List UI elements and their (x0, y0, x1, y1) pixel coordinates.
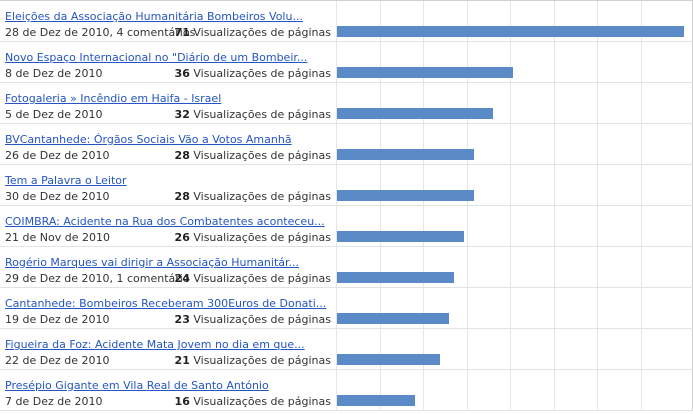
post-title-link[interactable]: Fotogaleria » Incêndio em Haifa - Israel (5, 92, 222, 105)
post-title-link[interactable]: Rogério Marques vai dirigir a Associação… (5, 256, 300, 269)
pageview-number: 28 (174, 149, 190, 162)
post-meta: 22 de Dez de 2010 (5, 354, 110, 367)
pageview-count: 36 Visualizações de páginas (150, 67, 331, 80)
post-row: Figueira da Foz: Acidente Mata Jovem no … (0, 329, 693, 370)
pageview-label: Visualizações de páginas (193, 395, 331, 408)
post-title-link[interactable]: Cantanhede: Bombeiros Receberam 300Euros… (5, 297, 327, 310)
pageview-bar (337, 67, 513, 78)
post-meta: 8 de Dez de 2010 (5, 67, 103, 80)
grid-line (336, 1, 337, 411)
pageview-number: 21 (174, 354, 190, 367)
post-title-link[interactable]: Eleições da Associação Humanitária Bombe… (5, 10, 303, 23)
grid-line (597, 1, 598, 411)
post-meta: 28 de Dez de 2010, 4 comentários (5, 26, 196, 39)
post-meta: 7 de Dez de 2010 (5, 395, 103, 408)
pageview-count: 21 Visualizações de páginas (150, 354, 331, 367)
pageview-bar (337, 354, 440, 365)
pageview-label: Visualizações de páginas (193, 67, 331, 80)
post-row: Fotogaleria » Incêndio em Haifa - Israel… (0, 83, 693, 124)
pageview-count: 24 Visualizações de páginas (150, 272, 331, 285)
post-row: Presépio Gigante em Vila Real de Santo A… (0, 370, 693, 411)
pageview-bar (337, 395, 415, 406)
pageview-number: 16 (174, 395, 190, 408)
pageview-count: 26 Visualizações de páginas (150, 231, 331, 244)
post-row: Cantanhede: Bombeiros Receberam 300Euros… (0, 288, 693, 329)
grid-line (554, 1, 555, 411)
pageview-label: Visualizações de páginas (193, 354, 331, 367)
post-row: Rogério Marques vai dirigir a Associação… (0, 247, 693, 288)
post-meta: 29 de Dez de 2010, 1 comentário (5, 272, 190, 285)
pageview-label: Visualizações de páginas (193, 26, 331, 39)
pageview-count: 32 Visualizações de páginas (150, 108, 331, 121)
pageview-bar (337, 231, 464, 242)
post-meta: 26 de Dez de 2010 (5, 149, 110, 162)
grid-line (423, 1, 424, 411)
pageview-number: 26 (174, 231, 190, 244)
pageview-label: Visualizações de páginas (193, 190, 331, 203)
pageview-count: 71 Visualizações de páginas (150, 26, 331, 39)
pageview-bar (337, 26, 684, 37)
pageview-label: Visualizações de páginas (193, 272, 331, 285)
pageview-label: Visualizações de páginas (193, 313, 331, 326)
pageview-count: 23 Visualizações de páginas (150, 313, 331, 326)
pageview-number: 32 (174, 108, 190, 121)
pageview-bar (337, 313, 449, 324)
pageview-number: 24 (174, 272, 190, 285)
post-row: Novo Espaço Internacional no "Diário de … (0, 42, 693, 83)
pageview-label: Visualizações de páginas (193, 231, 331, 244)
post-meta: 21 de Nov de 2010 (5, 231, 110, 244)
grid-line (641, 1, 642, 411)
pageview-number: 23 (174, 313, 190, 326)
pageview-bar (337, 272, 454, 283)
post-title-link[interactable]: Tem a Palavra o Leitor (5, 174, 127, 187)
post-row: Tem a Palavra o Leitor 30 de Dez de 2010 2… (0, 165, 693, 206)
pageview-count: 28 Visualizações de páginas (150, 190, 331, 203)
post-title-link[interactable]: Presépio Gigante em Vila Real de Santo A… (5, 379, 269, 392)
grid-line (510, 1, 511, 411)
post-title-link[interactable]: BVCantanhede: Órgãos Sociais Vão a Votos… (5, 133, 292, 146)
post-title-link[interactable]: Novo Espaço Internacional no "Diário de … (5, 51, 308, 64)
post-meta: 5 de Dez de 2010 (5, 108, 103, 121)
pageview-label: Visualizações de páginas (193, 149, 331, 162)
post-title-link[interactable]: Figueira da Foz: Acidente Mata Jovem no … (5, 338, 305, 351)
pageview-number: 36 (174, 67, 190, 80)
post-meta: 30 de Dez de 2010 (5, 190, 110, 203)
pageview-number: 28 (174, 190, 190, 203)
top-border (0, 0, 693, 1)
pageview-bar (337, 190, 474, 201)
pageview-number: 71 (174, 26, 190, 39)
pageview-label: Visualizações de páginas (193, 108, 331, 121)
post-row: COIMBRA: Acidente na Rua dos Combatentes… (0, 206, 693, 247)
pageview-bar (337, 108, 493, 119)
grid-line (380, 1, 381, 411)
post-row: BVCantanhede: Órgãos Sociais Vão a Votos… (0, 124, 693, 165)
pageview-count: 28 Visualizações de páginas (150, 149, 331, 162)
pageview-count: 16 Visualizações de páginas (150, 395, 331, 408)
post-title-link[interactable]: COIMBRA: Acidente na Rua dos Combatentes… (5, 215, 325, 228)
grid-line (467, 1, 468, 411)
pageview-bar (337, 149, 474, 160)
post-row: Eleições da Associação Humanitária Bombe… (0, 1, 693, 42)
post-meta: 19 de Dez de 2010 (5, 313, 110, 326)
